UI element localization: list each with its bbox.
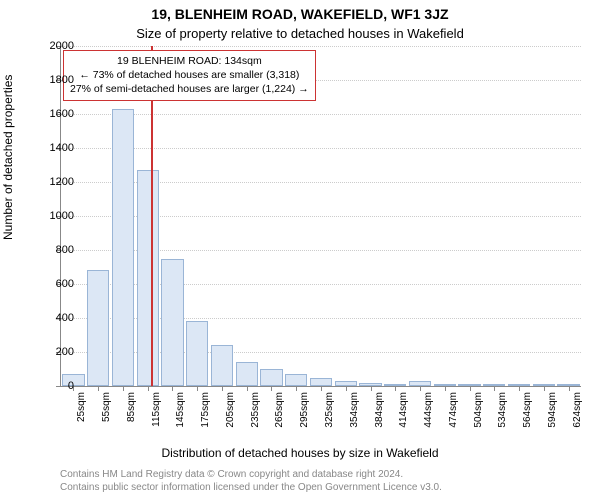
gridline-h — [61, 114, 581, 115]
xtick-label: 235sqm — [250, 392, 261, 428]
xtick-mark — [98, 386, 99, 391]
xtick-mark — [271, 386, 272, 391]
xtick-mark — [544, 386, 545, 391]
xtick-label: 205sqm — [225, 392, 236, 428]
xtick-mark — [519, 386, 520, 391]
histogram-bar — [285, 374, 307, 386]
xtick-mark — [346, 386, 347, 391]
ytick-label: 1400 — [42, 142, 74, 154]
histogram-bar — [236, 362, 258, 386]
xtick-mark — [321, 386, 322, 391]
histogram-bar — [186, 321, 208, 386]
annotation-line3: 27% of semi-detached houses are larger (… — [70, 82, 309, 96]
gridline-h — [61, 148, 581, 149]
xtick-label: 265sqm — [274, 392, 285, 428]
xtick-label: 295sqm — [299, 392, 310, 428]
histogram-bar — [211, 345, 233, 386]
ytick-label: 0 — [42, 380, 74, 392]
xtick-mark — [420, 386, 421, 391]
annotation-box: 19 BLENHEIM ROAD: 134sqm← 73% of detache… — [63, 50, 316, 101]
histogram-bar — [310, 378, 332, 387]
xtick-mark — [296, 386, 297, 391]
xtick-label: 534sqm — [497, 392, 508, 428]
xtick-label: 115sqm — [151, 392, 162, 427]
xtick-mark — [569, 386, 570, 391]
page-subtitle: Size of property relative to detached ho… — [0, 26, 600, 41]
xtick-label: 504sqm — [473, 392, 484, 428]
histogram-bar — [260, 369, 282, 386]
histogram-bar — [112, 109, 134, 386]
xtick-mark — [445, 386, 446, 391]
attribution-line2: Contains public sector information licen… — [60, 481, 442, 494]
xtick-mark — [172, 386, 173, 391]
xtick-label: 55sqm — [101, 392, 112, 422]
chart-container: 19, BLENHEIM ROAD, WAKEFIELD, WF1 3JZ Si… — [0, 0, 600, 500]
xtick-mark — [494, 386, 495, 391]
xtick-label: 85sqm — [126, 392, 137, 422]
xtick-label: 624sqm — [572, 392, 583, 428]
ytick-label: 1000 — [42, 210, 74, 222]
xtick-mark — [247, 386, 248, 391]
xtick-label: 325sqm — [324, 392, 335, 428]
ytick-label: 800 — [42, 244, 74, 256]
ytick-label: 200 — [42, 346, 74, 358]
histogram-bar — [161, 259, 183, 387]
xtick-mark — [197, 386, 198, 391]
attribution-line1: Contains HM Land Registry data © Crown c… — [60, 468, 442, 481]
plot-area: 25sqm55sqm85sqm115sqm145sqm175sqm205sqm2… — [60, 46, 581, 387]
ytick-label: 2000 — [42, 40, 74, 52]
xtick-label: 594sqm — [547, 392, 558, 428]
xtick-label: 564sqm — [522, 392, 533, 428]
xtick-label: 175sqm — [200, 392, 211, 428]
xtick-label: 145sqm — [175, 392, 186, 428]
annotation-line2: ← 73% of detached houses are smaller (3,… — [70, 68, 309, 82]
xtick-mark — [222, 386, 223, 391]
ytick-label: 1200 — [42, 176, 74, 188]
xtick-mark — [470, 386, 471, 391]
xtick-label: 25sqm — [76, 392, 87, 422]
y-axis-label: Number of detached properties — [1, 75, 15, 240]
xtick-label: 354sqm — [349, 392, 360, 428]
xtick-mark — [395, 386, 396, 391]
xtick-label: 384sqm — [374, 392, 385, 428]
xtick-label: 444sqm — [423, 392, 434, 428]
histogram-bar — [87, 270, 109, 386]
page-title: 19, BLENHEIM ROAD, WAKEFIELD, WF1 3JZ — [0, 6, 600, 22]
x-axis-label: Distribution of detached houses by size … — [0, 446, 600, 460]
ytick-label: 600 — [42, 278, 74, 290]
annotation-line1: 19 BLENHEIM ROAD: 134sqm — [70, 54, 309, 68]
histogram-bar — [137, 170, 159, 386]
ytick-label: 400 — [42, 312, 74, 324]
xtick-mark — [148, 386, 149, 391]
xtick-mark — [371, 386, 372, 391]
ytick-label: 1600 — [42, 108, 74, 120]
ytick-label: 1800 — [42, 74, 74, 86]
gridline-h — [61, 46, 581, 47]
attribution-text: Contains HM Land Registry data © Crown c… — [60, 468, 442, 494]
xtick-label: 474sqm — [448, 392, 459, 428]
xtick-mark — [123, 386, 124, 391]
xtick-label: 414sqm — [398, 392, 409, 428]
